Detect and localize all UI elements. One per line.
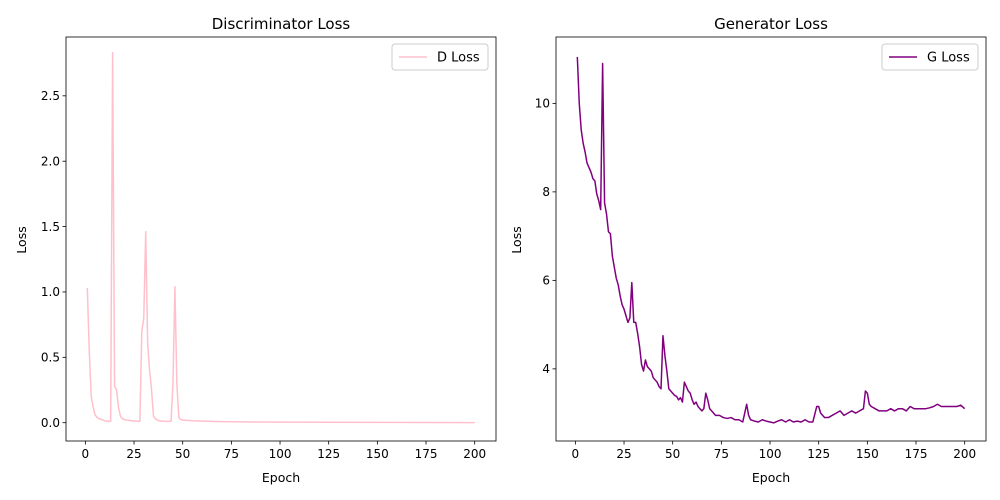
x-tick-label: 150 [366, 447, 389, 461]
y-tick-label: 4 [542, 362, 550, 376]
y-tick-label: 8 [542, 185, 550, 199]
x-tick: 100 [269, 441, 292, 461]
legend: G Loss [881, 43, 979, 71]
y-tick-label: 2.5 [41, 89, 60, 103]
x-tick: 150 [366, 441, 389, 461]
x-tick-label: 50 [665, 447, 680, 461]
x-tick: 75 [224, 441, 239, 461]
y-tick: 4 [542, 362, 556, 376]
legend-box [391, 43, 489, 71]
x-tick-label: 200 [953, 447, 976, 461]
y-tick-label: 2.0 [41, 154, 60, 168]
y-tick: 2.5 [41, 89, 66, 103]
y-tick: 0.5 [41, 351, 66, 365]
x-tick: 0 [82, 441, 90, 461]
y-tick: 8 [542, 185, 556, 199]
series-line-d-loss [86, 51, 475, 424]
x-tick: 125 [807, 441, 830, 461]
x-tick-label: 150 [856, 447, 879, 461]
x-tick-label: 75 [224, 447, 239, 461]
axes-frame [555, 36, 987, 442]
y-tick: 1.0 [41, 285, 66, 299]
x-tick-label: 125 [317, 447, 340, 461]
x-tick-label: 25 [126, 447, 141, 461]
x-tick-label: 175 [415, 447, 438, 461]
x-tick-label: 0 [572, 447, 580, 461]
x-tick: 50 [175, 441, 190, 461]
x-tick: 75 [714, 441, 729, 461]
x-tick: 125 [317, 441, 340, 461]
legend-box [881, 43, 979, 71]
y-tick-label: 1.0 [41, 285, 60, 299]
x-tick-label: 125 [807, 447, 830, 461]
y-tick-label: 0.5 [41, 351, 60, 365]
y-tick: 10 [535, 97, 556, 111]
x-axis-label: Epoch [262, 470, 300, 485]
x-tick-label: 175 [905, 447, 928, 461]
chart-title: Discriminator Loss [212, 15, 351, 33]
y-tick-label: 1.5 [41, 220, 60, 234]
x-tick: 50 [665, 441, 680, 461]
x-tick-label: 25 [616, 447, 631, 461]
x-tick-label: 100 [759, 447, 782, 461]
axes-frame [65, 36, 497, 442]
series-line-g-loss [576, 56, 966, 424]
legend-label-d-loss: D Loss [437, 51, 480, 66]
legend: D Loss [391, 43, 489, 71]
x-tick: 100 [759, 441, 782, 461]
chart-title: Generator Loss [714, 15, 828, 33]
x-tick-label: 100 [269, 447, 292, 461]
y-tick-label: 0.0 [41, 416, 60, 430]
x-tick-label: 50 [175, 447, 190, 461]
x-tick: 0 [572, 441, 580, 461]
y-tick: 1.5 [41, 220, 66, 234]
y-tick: 0.0 [41, 416, 66, 430]
x-tick: 25 [126, 441, 142, 461]
y-tick-label: 6 [542, 274, 550, 288]
legend-label-g-loss: G Loss [927, 51, 970, 66]
y-tick-label: 10 [535, 97, 550, 111]
x-tick: 175 [415, 441, 438, 461]
discriminator-loss-chart: Discriminator Loss 0 25 50 75 100 125 150 175 20… [14, 15, 497, 485]
x-tick-label: 200 [463, 447, 486, 461]
x-tick: 175 [905, 441, 928, 461]
y-axis-label: Loss [509, 226, 524, 253]
x-tick: 150 [856, 441, 879, 461]
plot-area: 0 25 50 75 100 125 150 175 200 0.0 0.5 1.0 1.5 2.0 2.5 [41, 36, 497, 461]
y-tick: 2.0 [41, 154, 66, 168]
x-tick: 25 [616, 441, 632, 461]
x-axis-label: Epoch [752, 470, 790, 485]
x-tick-label: 0 [82, 447, 90, 461]
generator-loss-chart: Generator Loss 0 25 50 75 100 125 150 175 200 4 6 8… [509, 15, 987, 485]
y-axis-label: Loss [14, 226, 29, 253]
plot-area: 0 25 50 75 100 125 150 175 200 4 6 8 10 [535, 36, 987, 461]
x-tick-label: 75 [714, 447, 729, 461]
x-tick: 200 [463, 441, 486, 461]
y-tick: 6 [542, 274, 556, 288]
x-tick: 200 [953, 441, 976, 461]
